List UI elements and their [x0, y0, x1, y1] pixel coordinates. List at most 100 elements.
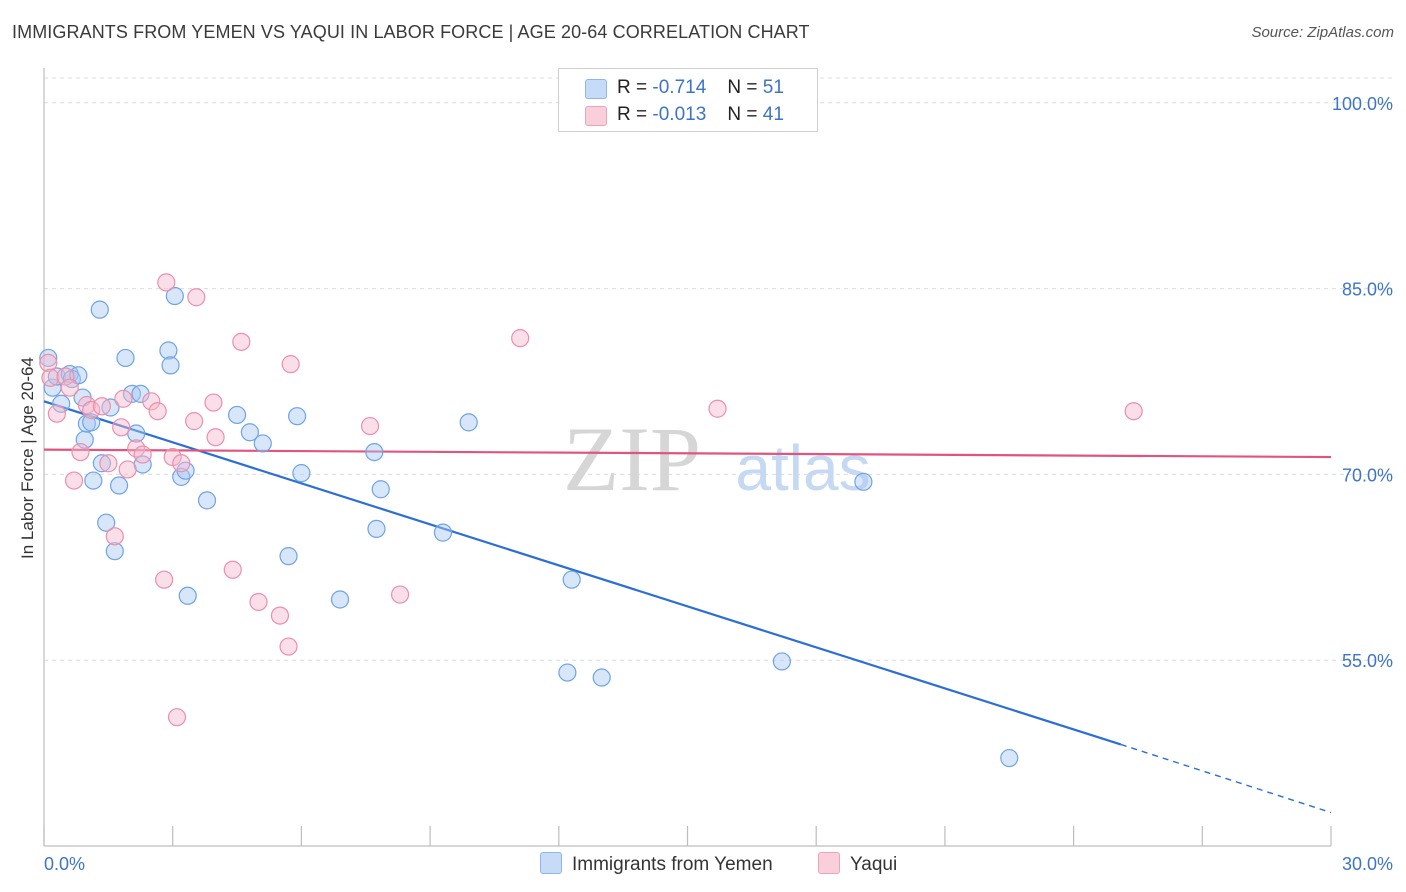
source-label: Source: ZipAtlas.com	[1251, 24, 1394, 41]
legend-n-label: N =	[727, 104, 758, 125]
data-point	[172, 454, 191, 473]
data-point	[99, 454, 118, 473]
data-point	[360, 416, 380, 436]
data-point	[390, 585, 410, 604]
data-point	[82, 400, 101, 420]
y-tick-label: 55.0%	[1342, 651, 1393, 671]
y-tick-label: 100.0%	[1332, 94, 1393, 114]
data-point	[197, 491, 217, 510]
data-point	[39, 348, 58, 368]
data-point	[114, 389, 133, 408]
data-point	[157, 273, 176, 292]
data-point	[82, 413, 101, 432]
data-point	[39, 353, 58, 373]
data-point	[281, 355, 300, 374]
tick-labels: 55.0% 70.0% 85.0% 100.0% 0.0% 30.0%	[44, 94, 1393, 874]
data-point	[97, 513, 116, 532]
data-point	[178, 586, 197, 605]
data-point	[47, 404, 66, 423]
data-point	[292, 464, 311, 483]
data-point	[161, 356, 180, 375]
gridlines	[44, 77, 1392, 661]
data-point	[60, 378, 79, 397]
data-point	[558, 663, 577, 682]
data-point	[433, 523, 453, 542]
data-point	[772, 652, 791, 671]
data-point	[105, 542, 124, 561]
data-point	[92, 454, 112, 473]
legend-swatch-yemen	[585, 79, 607, 99]
data-point	[288, 407, 307, 426]
series-yaqui	[39, 273, 1143, 727]
data-point	[365, 442, 384, 462]
data-point	[459, 413, 478, 432]
data-point	[371, 480, 390, 499]
data-point	[133, 445, 152, 464]
data-point	[90, 300, 109, 319]
data-point	[206, 428, 225, 447]
data-point	[159, 341, 178, 360]
data-point	[109, 476, 129, 495]
legend-n-label: N =	[727, 77, 758, 98]
x-tick-label: 0.0%	[44, 854, 85, 874]
chart-title: IMMIGRANTS FROM YEMEN VS YAQUI IN LABOR …	[12, 22, 810, 42]
y-tick-label: 85.0%	[1342, 280, 1393, 300]
data-point	[112, 418, 131, 437]
bottom-legend-yaqui: Yaqui	[818, 852, 897, 876]
legend-r-value: -0.013	[652, 104, 707, 125]
data-point	[52, 394, 71, 413]
data-point	[223, 560, 242, 579]
axes	[43, 68, 1332, 847]
data-point	[56, 367, 75, 386]
data-point	[1000, 748, 1019, 768]
data-point	[249, 592, 268, 612]
bottom-legend-label-yaqui: Yaqui	[850, 854, 898, 875]
data-points	[39, 273, 1143, 768]
data-point	[64, 471, 84, 490]
legend-n-value: 41	[762, 104, 784, 125]
data-point	[142, 392, 161, 411]
data-point	[92, 397, 112, 416]
legend-r-label: R =	[617, 104, 648, 125]
y-tick-label: 70.0%	[1342, 465, 1393, 485]
data-point	[562, 570, 581, 589]
data-point	[279, 547, 298, 566]
series-yemen	[39, 286, 1019, 768]
data-point	[71, 442, 90, 462]
data-point	[330, 590, 350, 609]
legend-n-value: 51	[762, 77, 784, 98]
data-point	[1124, 402, 1143, 421]
data-point	[592, 668, 611, 687]
data-point	[511, 329, 530, 348]
data-point	[232, 332, 251, 351]
data-point	[118, 460, 137, 479]
data-point	[270, 606, 290, 625]
data-point	[116, 348, 135, 368]
data-point	[131, 384, 150, 403]
data-point	[253, 434, 272, 453]
data-point	[167, 708, 187, 727]
bottom-legend-swatch-yaqui	[818, 852, 840, 874]
data-point	[204, 393, 223, 412]
watermark-zip: ZIP	[563, 408, 701, 510]
watermark: ZIP atlas	[563, 408, 871, 510]
legend-r-value: -0.714	[652, 77, 707, 98]
legend-r-label: R =	[617, 77, 648, 98]
bottom-legend-label-yemen: Immigrants from Yemen	[572, 854, 773, 875]
data-point	[41, 368, 60, 387]
data-point	[367, 519, 386, 538]
trend-line-extension	[1120, 743, 1332, 814]
data-point	[84, 471, 103, 490]
data-point	[165, 286, 184, 306]
watermark-atlas: atlas	[735, 432, 870, 504]
trend-line-yemen	[43, 400, 1122, 746]
data-point	[240, 423, 260, 442]
data-point	[279, 637, 298, 656]
data-point	[148, 402, 167, 421]
data-point	[105, 527, 124, 546]
data-point	[227, 405, 247, 425]
data-point	[187, 288, 206, 307]
x-tick-label: 30.0%	[1342, 854, 1393, 874]
correlation-legend: R = -0.714 N = 51 R = -0.013 N = 41	[558, 68, 818, 132]
